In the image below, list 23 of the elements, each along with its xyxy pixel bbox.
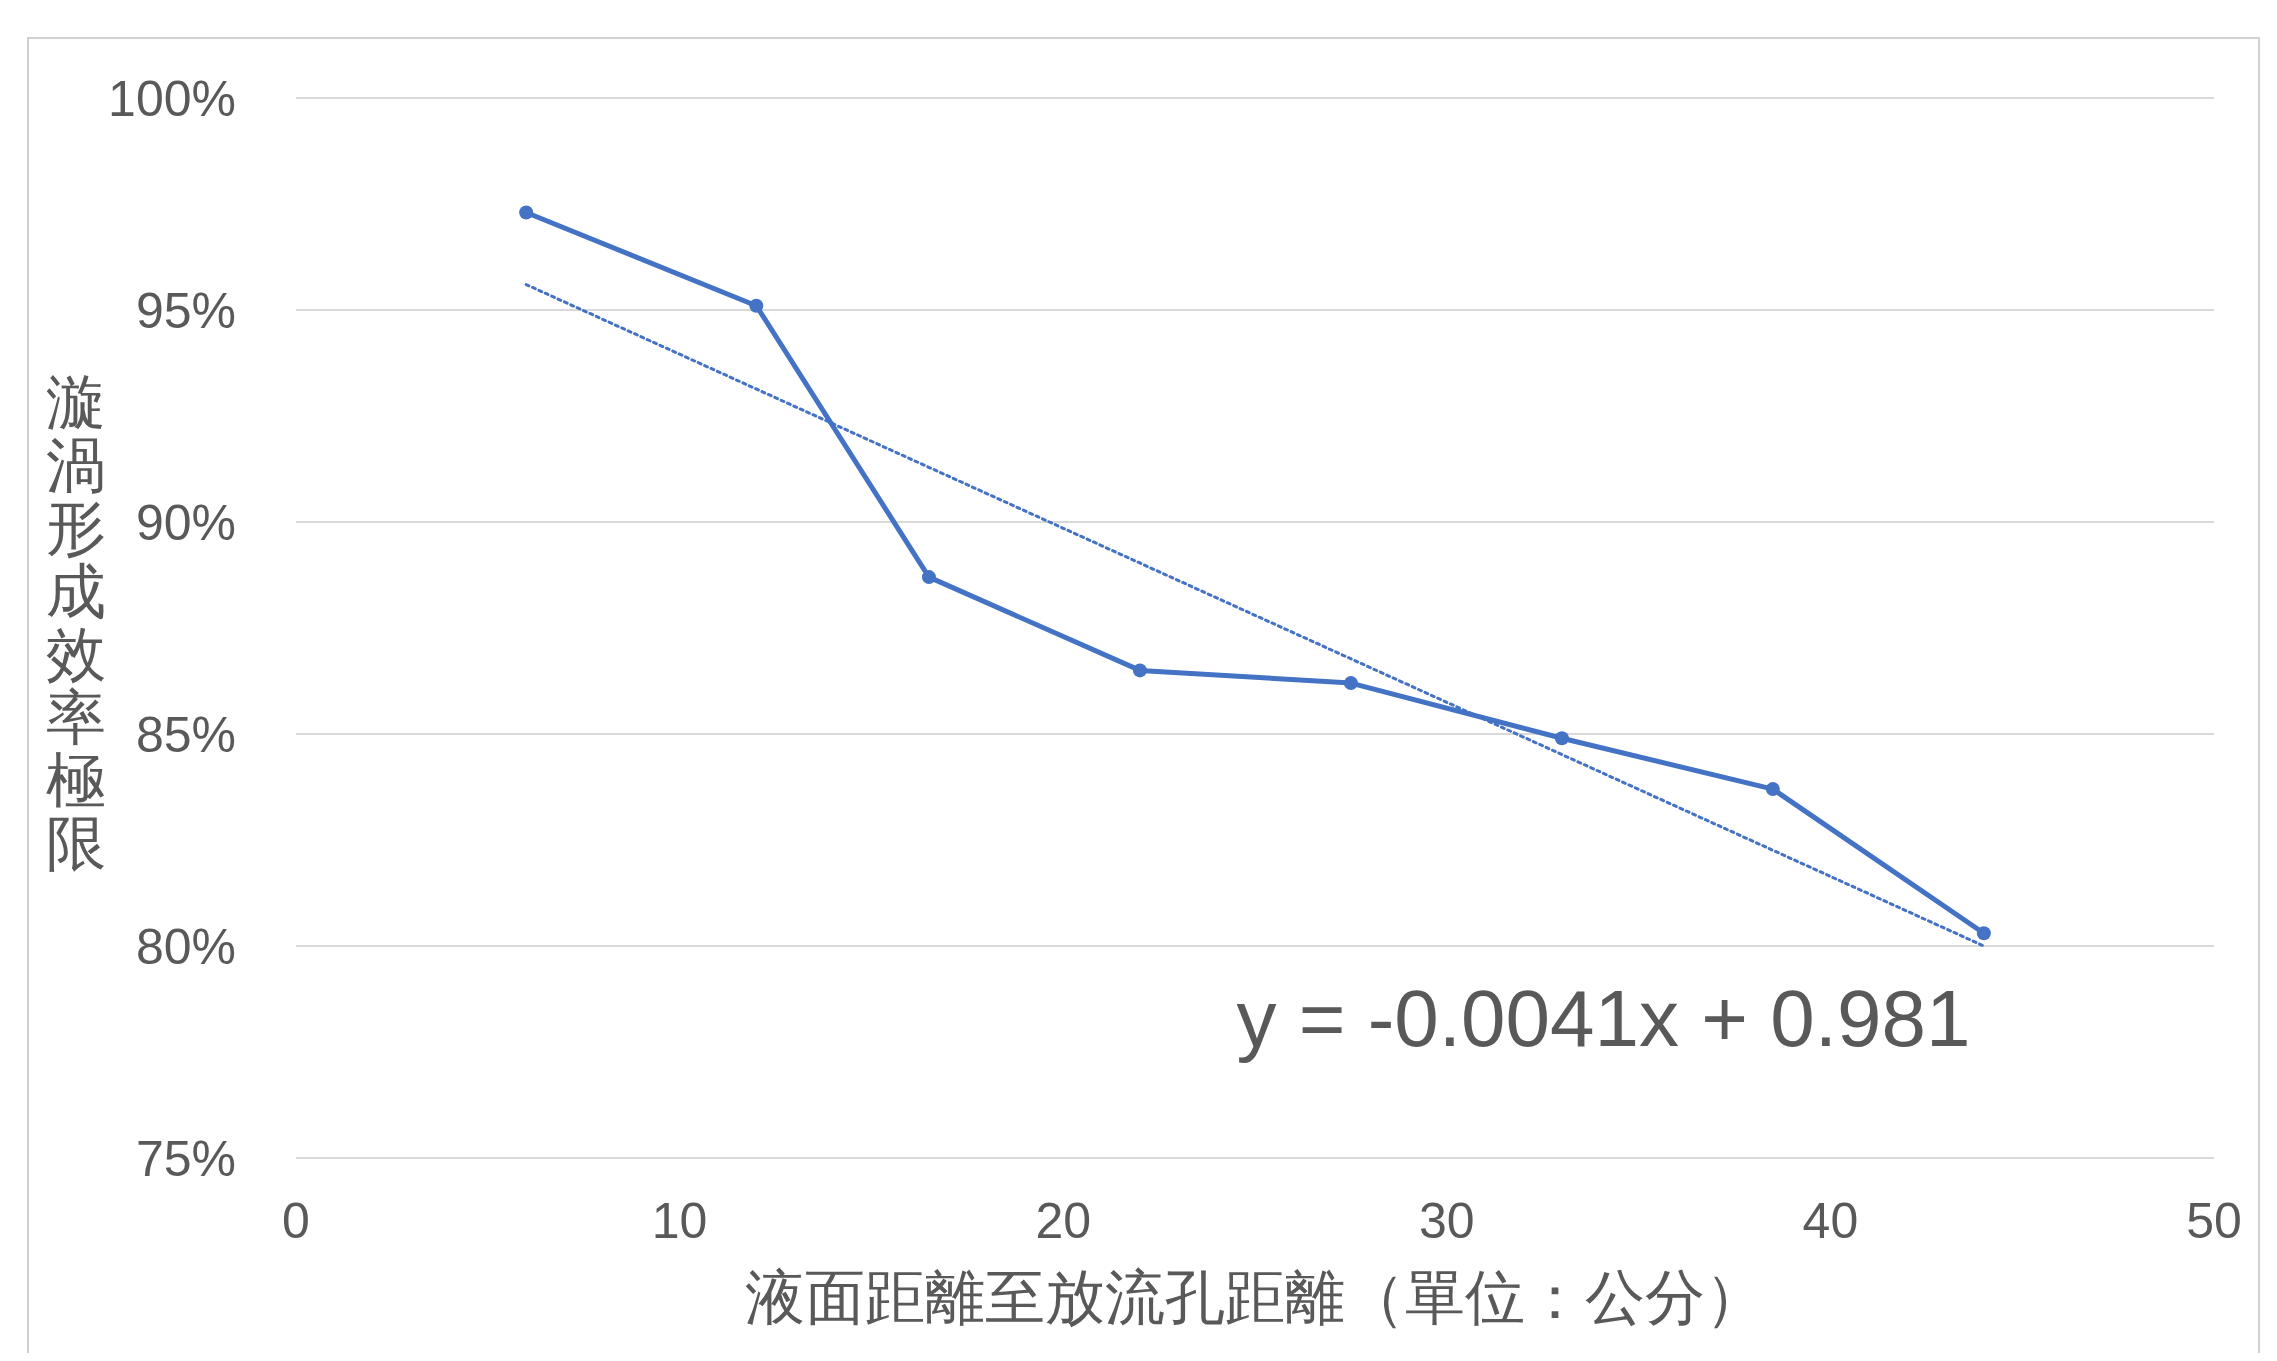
x-tick-label: 30 (1418, 1193, 1475, 1249)
y-tick-label: 100% (108, 70, 236, 127)
point (1343, 676, 1358, 691)
point (1976, 926, 1991, 941)
x-tick-label: 10 (651, 1193, 708, 1249)
x-tick-label: 50 (2186, 1193, 2242, 1249)
x-tick-label: 40 (1802, 1193, 1859, 1249)
point (1765, 782, 1780, 797)
y-tick-label: 75% (135, 1130, 236, 1187)
y-tick-label: 90% (135, 494, 236, 551)
point (921, 570, 936, 585)
point (1554, 731, 1569, 746)
y-tick-label: 95% (135, 282, 236, 339)
x-tick-label: 20 (1035, 1193, 1092, 1249)
point (1132, 663, 1147, 678)
annotation: y = -0.0041x + 0.981 (1236, 973, 1971, 1063)
x-tick-label: 0 (282, 1193, 310, 1249)
y-tick-label: 85% (135, 706, 236, 763)
point (749, 298, 764, 313)
y-tick-label: 80% (135, 918, 236, 975)
y-axis-title: 漩渦形成效率極限 (46, 367, 106, 878)
point (519, 205, 534, 220)
x-axis-title: 液面距離至放流孔距離（單位：公分） (745, 1262, 1765, 1332)
